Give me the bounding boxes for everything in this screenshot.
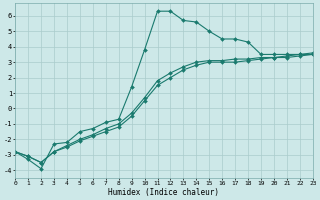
X-axis label: Humidex (Indice chaleur): Humidex (Indice chaleur): [108, 188, 220, 197]
